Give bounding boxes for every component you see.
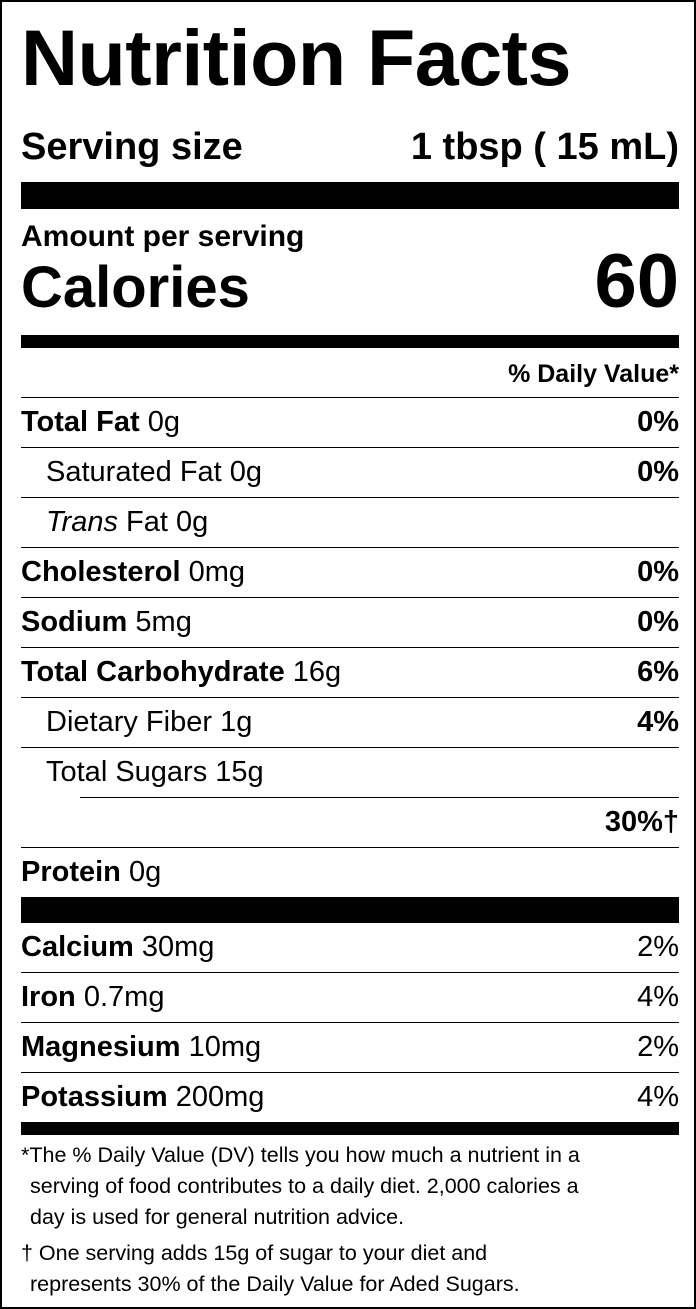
daily-value-header: % Daily Value* — [508, 360, 679, 388]
mineral-dv: 4% — [637, 1081, 679, 1113]
mineral-row: Iron 0.7mg 4% — [21, 972, 679, 1022]
nutrient-dv: 0% — [637, 556, 679, 588]
nutrient-dv: 0% — [637, 406, 679, 438]
mineral-amount: 200mg — [175, 1081, 265, 1113]
nutrient-amount: 5mg — [135, 606, 192, 638]
amount-per-serving: Amount per serving — [21, 220, 305, 253]
nutrient-row: Sodium 5mg 0% — [21, 597, 679, 647]
nutrient-name: Cholesterol — [21, 556, 181, 588]
nutrient-row: Total Fat 0g 0% — [21, 397, 679, 447]
nutrient-amount: 0g — [229, 456, 263, 488]
nutrient-amount: 1g — [220, 706, 253, 738]
nutrient-dv: 4% — [637, 706, 679, 738]
serving-size-row: Serving size 1 tbsp ( 15 mL) — [21, 122, 679, 172]
nutrient-row: Total Carbohydrate 16g 6% — [21, 647, 679, 697]
mineral-row: Calcium 30mg 2% — [21, 922, 679, 972]
nutrient-name: Total Carbohydrate — [21, 656, 285, 688]
nutrient-name: Dietary Fiber — [46, 706, 212, 738]
mineral-dv: 2% — [637, 1031, 679, 1063]
mineral-dv: 2% — [637, 930, 679, 963]
nutrient-dv: 0% — [637, 456, 679, 488]
footnote-line: *The % Daily Value (DV) tells you how mu… — [21, 1143, 580, 1167]
thick-divider — [21, 182, 679, 209]
nutrient-row: Protein 0g — [21, 847, 679, 897]
footnote-line: day is used for general nutrition advice… — [30, 1205, 405, 1229]
nutrient-dv: 30%† — [604, 806, 679, 838]
calories-label: Calories — [21, 255, 250, 320]
mineral-name: Potassium — [21, 1081, 168, 1113]
mineral-amount: 30mg — [141, 930, 215, 963]
footnote-line: represents 30% of the Daily Value for Ad… — [30, 1272, 520, 1296]
nutrient-name: Total Fat — [21, 406, 140, 438]
mineral-name: Iron — [21, 981, 76, 1013]
footnotes: *The % Daily Value (DV) tells you how mu… — [21, 1140, 679, 1305]
nutrient-amount: 0g — [176, 506, 209, 538]
nutrient-amount: 15g — [215, 756, 264, 788]
mineral-amount: 0.7mg — [83, 981, 165, 1013]
nutrient-name: Sodium — [21, 606, 128, 638]
thick-divider — [21, 1122, 679, 1135]
nutrient-name-suffix: Fat — [126, 506, 168, 538]
nutrient-name: Total Sugars — [46, 756, 208, 788]
nutrient-row: Saturated Fat 0g 0% — [21, 447, 679, 497]
thick-divider — [21, 335, 679, 348]
mineral-amount: 10mg — [188, 1031, 262, 1063]
calories-value: 60 — [594, 239, 679, 324]
mineral-name: Calcium — [21, 930, 134, 963]
calories-row: Calories 60 — [21, 239, 679, 325]
nutrient-row: Cholesterol 0mg 0% — [21, 547, 679, 597]
added-sugar-footnote: † One serving adds 15g of sugar to your … — [21, 1238, 679, 1300]
nutrient-row: Dietary Fiber 1g 4% — [21, 697, 679, 747]
nutrient-row: Total Sugars 15g — [21, 747, 679, 797]
mineral-row: Magnesium 10mg 2% — [21, 1022, 679, 1072]
mineral-name: Magnesium — [21, 1031, 181, 1063]
nutrient-name: Saturated Fat — [46, 456, 222, 488]
serving-size-value: 1 tbsp ( 15 mL) — [410, 125, 679, 168]
added-sugars-row: 30%† — [80, 797, 679, 847]
nutrient-name: Protein — [21, 856, 121, 888]
nutrient-dv: 0% — [637, 606, 679, 638]
mineral-dv: 4% — [637, 981, 679, 1013]
mineral-row: Potassium 200mg 4% — [21, 1072, 679, 1122]
title: Nutrition Facts — [21, 13, 571, 102]
nutrient-amount: 0mg — [188, 556, 246, 588]
nutrient-name: Trans — [46, 506, 118, 538]
footnote-line: serving of food contributes to a daily d… — [30, 1174, 579, 1198]
nutrient-amount: 0g — [128, 856, 162, 888]
thick-divider — [21, 897, 679, 923]
nutrient-amount: 16g — [292, 656, 342, 688]
daily-value-footnote: *The % Daily Value (DV) tells you how mu… — [21, 1140, 679, 1233]
nutrient-amount: 0g — [147, 406, 181, 438]
nutrient-row: Trans Fat 0g — [21, 497, 679, 547]
nutrient-dv: 6% — [637, 656, 679, 688]
footnote-line: † One serving adds 15g of sugar to your … — [21, 1241, 488, 1265]
serving-size-label: Serving size — [21, 125, 243, 168]
